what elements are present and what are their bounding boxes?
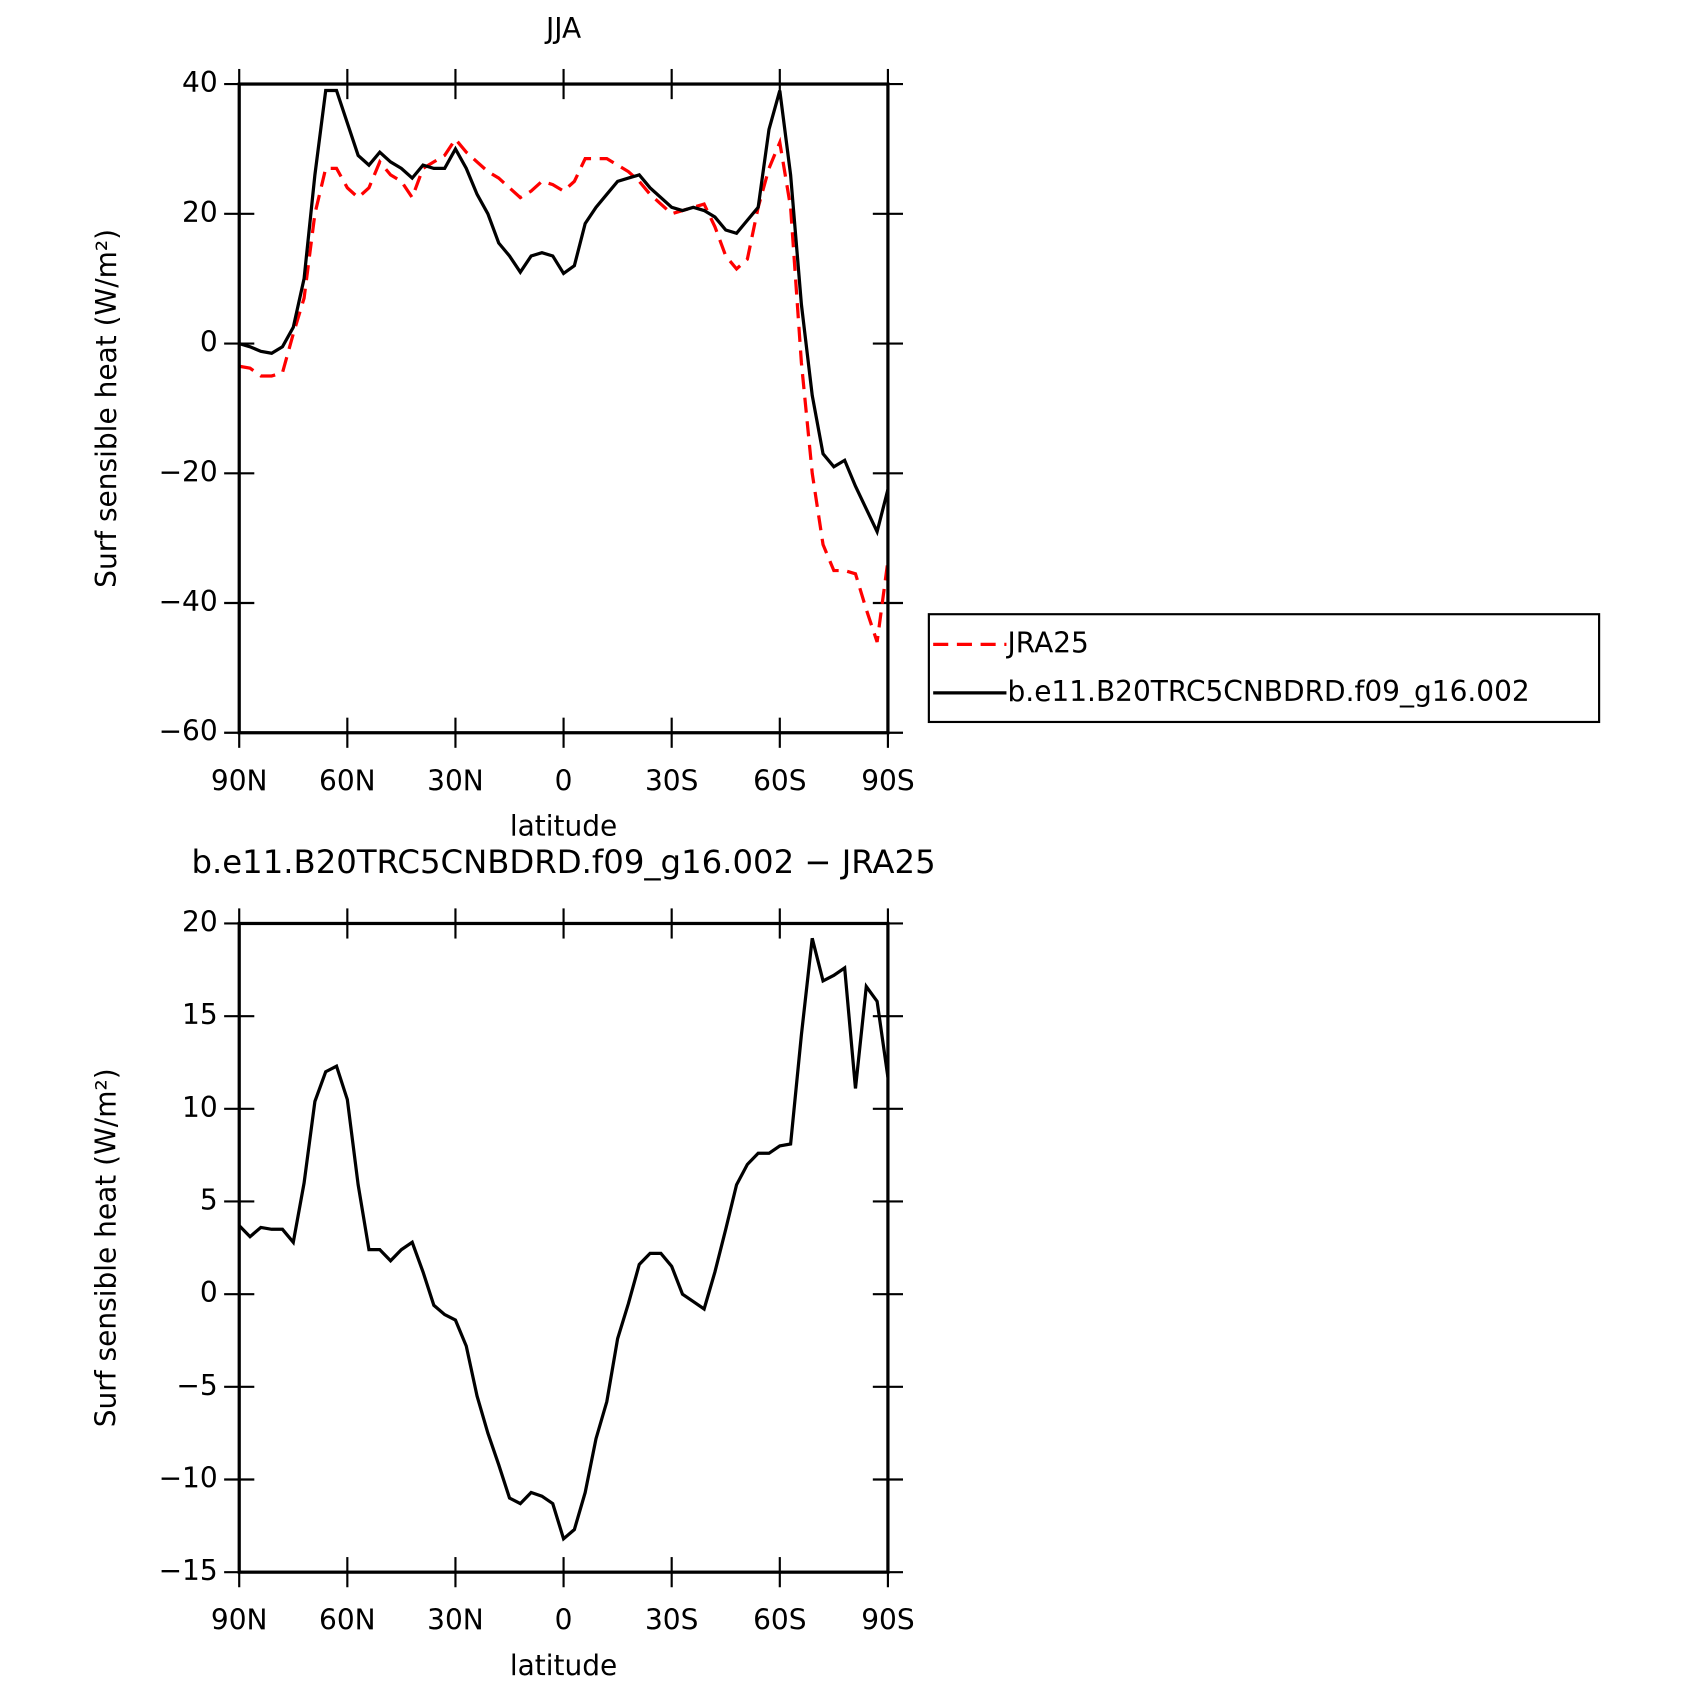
x-tick-label: 60S bbox=[753, 1604, 806, 1637]
y-tick-label: 20 bbox=[182, 905, 218, 938]
y-tick-label: −15 bbox=[159, 1554, 218, 1587]
plot-frame bbox=[237, 921, 890, 1574]
data-line bbox=[238, 937, 890, 1542]
chart-title: JJA bbox=[544, 12, 581, 45]
y-tick-label: −40 bbox=[159, 585, 218, 618]
y-tick-label: −60 bbox=[159, 715, 218, 748]
y-axis-label: Surf sensible heat (W/m²) bbox=[90, 229, 123, 588]
y-tick-label: 15 bbox=[182, 998, 218, 1031]
y-tick-label: 10 bbox=[182, 1091, 218, 1124]
x-tick-label: 0 bbox=[555, 1604, 573, 1637]
y-tick-label: 40 bbox=[182, 66, 218, 99]
x-tick-label: 90N bbox=[211, 1604, 268, 1637]
chart-title: b.e11.B20TRC5CNBDRD.f09_g16.002 − JRA25 bbox=[191, 843, 935, 881]
data-line bbox=[238, 136, 890, 643]
x-tick-label: 60S bbox=[753, 764, 806, 797]
data-line bbox=[238, 88, 890, 537]
y-tick-label: −20 bbox=[159, 455, 218, 488]
y-tick-label: 0 bbox=[200, 1276, 218, 1309]
y-tick-label: 0 bbox=[200, 326, 218, 359]
x-tick-label: 90S bbox=[861, 1604, 914, 1637]
y-tick-label: −10 bbox=[159, 1461, 218, 1494]
y-axis-label: Surf sensible heat (W/m²) bbox=[90, 1068, 123, 1427]
x-tick-label: 30S bbox=[645, 764, 698, 797]
legend-label: b.e11.B20TRC5CNBDRD.f09_g16.002 bbox=[1008, 675, 1530, 708]
y-tick-label: 5 bbox=[200, 1183, 218, 1216]
x-tick-label: 30S bbox=[645, 1604, 698, 1637]
plot-frame bbox=[237, 82, 890, 735]
legend-label: JRA25 bbox=[1006, 626, 1089, 659]
legend-box bbox=[927, 613, 1601, 724]
x-tick-label: 30N bbox=[427, 1604, 484, 1637]
x-tick-label: 90S bbox=[861, 764, 914, 797]
x-axis-label: latitude bbox=[510, 810, 617, 843]
x-tick-label: 60N bbox=[319, 764, 376, 797]
x-axis-label: latitude bbox=[510, 1649, 617, 1681]
x-tick-label: 0 bbox=[555, 764, 573, 797]
x-tick-label: 30N bbox=[427, 764, 484, 797]
x-tick-label: 90N bbox=[211, 764, 268, 797]
x-tick-label: 60N bbox=[319, 1604, 376, 1637]
y-tick-label: −5 bbox=[176, 1369, 217, 1402]
y-tick-label: 20 bbox=[182, 196, 218, 229]
